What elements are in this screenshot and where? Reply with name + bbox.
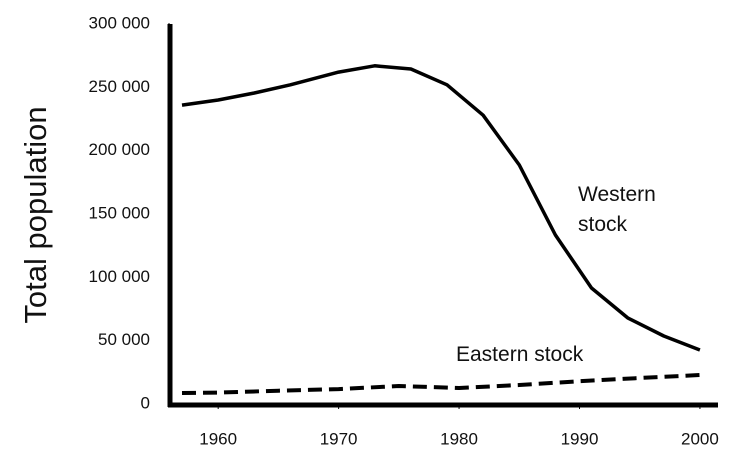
y-tick-label: 150 000 [89,203,150,222]
series-label: Western stock [578,183,656,236]
y-tick-label: 0 [141,393,150,412]
series-line [181,373,700,395]
x-tick-label: 1990 [561,429,599,448]
x-tick-label: 1980 [440,429,478,448]
y-tick-label: 300 000 [89,13,150,32]
y-tick-label: 200 000 [89,140,150,159]
x-tick-label: 1960 [199,429,237,448]
x-tick-label: 1970 [320,429,358,448]
x-tick-label: 2000 [681,429,719,448]
y-tick-label: 50 000 [98,330,150,349]
y-tick-label: 250 000 [89,77,150,96]
y-axis-title: Total population [18,106,53,323]
series-line [181,64,701,352]
y-tick-label: 100 000 [89,267,150,286]
series-label: Eastern stock [456,343,584,366]
